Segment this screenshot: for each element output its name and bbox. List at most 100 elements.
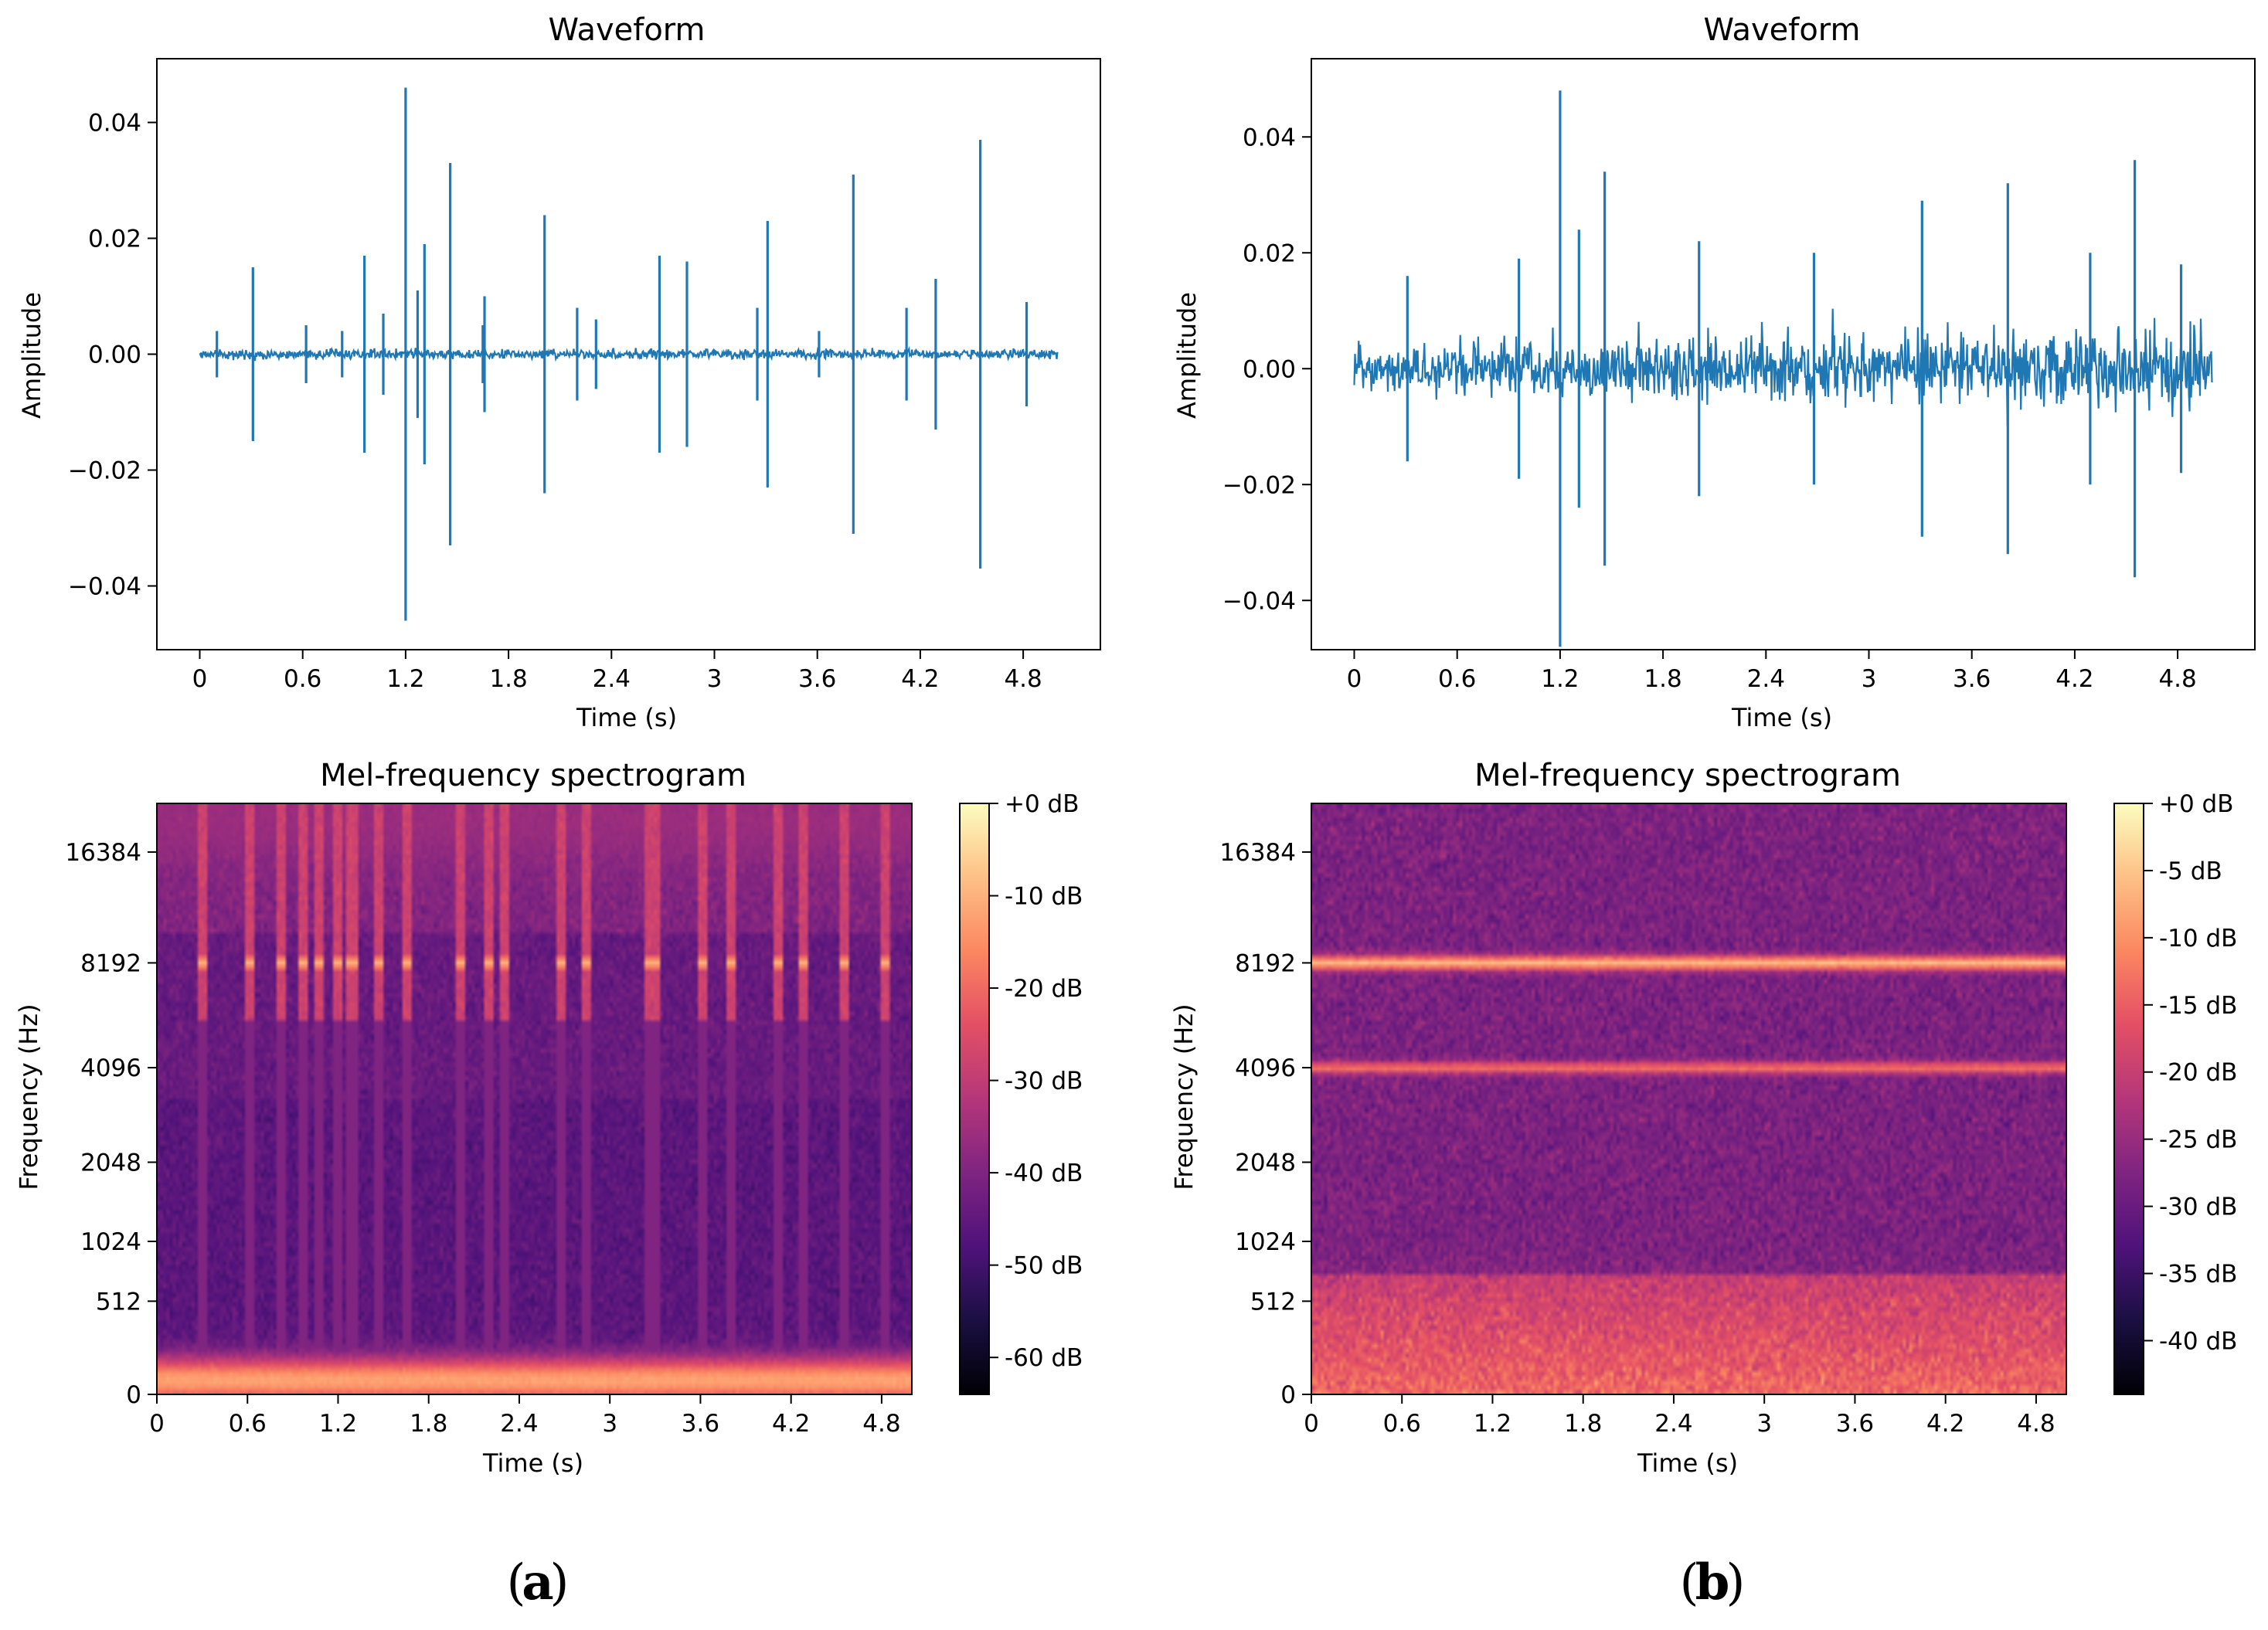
y-tick-label: 0.04 [1243,124,1296,151]
waveform-noise-line [1353,308,2213,426]
y-tick-label: 1024 [1235,1228,1296,1256]
spectrogram-b-title: Mel-frequency spectrogram [1474,758,1901,793]
x-tick-label: 0 [192,665,208,693]
colorbar-tick-label: +0 dB [1005,790,1080,818]
x-tick-label: 3.6 [798,665,836,693]
y-tick-label: 4096 [1235,1054,1296,1082]
y-tick-label: 8192 [1235,949,1296,977]
spectrogram-image [1311,803,2066,1394]
spectrogram-chart-a: Mel-frequency spectrogram Frequency (Hz)… [14,758,1083,1478]
x-tick-label: 4.8 [2017,1410,2055,1438]
panel-caption-b-label: b [1695,1554,1730,1611]
colorbar [959,803,990,1395]
x-tick-label: 2.4 [1747,665,1785,693]
y-tick-label: 0 [1280,1381,1296,1409]
x-tick-label: 0.6 [1383,1410,1421,1438]
y-tick-label: 2048 [1235,1149,1296,1177]
panel-caption-b: ( b ) [1680,1554,1746,1611]
x-tick-label: 0.6 [284,665,321,693]
colorbar-tick-label: -50 dB [1005,1252,1083,1280]
panel-caption-a-label: a [522,1554,553,1611]
colorbar-tick-label: +0 dB [2159,790,2234,818]
colorbar-tick-label: -20 dB [2159,1059,2237,1087]
y-tick-label: 0 [126,1381,141,1409]
y-tick-label: 0.00 [88,341,141,369]
spectrogram-image [157,803,912,1394]
spectrogram-b-ylabel: Frequency (Hz) [1169,1003,1199,1190]
waveform-b-xlabel: Time (s) [1731,703,1832,732]
x-tick-label: 1.8 [489,665,527,693]
spectrogram-b-xlabel: Time (s) [1637,1448,1738,1478]
colorbar-tick-label: -60 dB [1005,1344,1083,1372]
x-tick-label: 1.8 [1564,1410,1602,1438]
x-tick-label: 2.4 [593,665,631,693]
svg-text:(: ( [507,1554,526,1611]
colorbar-tick-label: -20 dB [1005,975,1083,1003]
colorbar-tick-label: -30 dB [1005,1068,1083,1095]
y-tick-label: 4096 [80,1054,141,1082]
y-tick-label: −0.04 [68,573,141,601]
y-tick-label: −0.02 [68,457,141,485]
x-tick-label: 0 [1304,1410,1319,1438]
x-tick-label: 3.6 [682,1410,719,1438]
x-tick-label: 1.2 [319,1410,357,1438]
waveform-a-title: Waveform [548,12,705,48]
x-tick-label: 0.6 [229,1410,267,1438]
y-tick-label: 512 [96,1288,141,1316]
y-tick-label: −0.04 [1222,587,1296,615]
x-tick-label: 4.8 [2158,665,2196,693]
y-tick-label: 1024 [80,1228,141,1256]
y-tick-label: 0.04 [88,110,141,138]
waveform-noise-line [199,345,1059,362]
x-tick-label: 1.8 [1644,665,1681,693]
y-tick-label: 0.02 [88,226,141,253]
colorbar-tick-label: -5 dB [2159,857,2222,885]
x-tick-label: 3.6 [1836,1410,1874,1438]
waveform-b-title: Waveform [1703,12,1860,48]
colorbar-tick-label: -10 dB [1005,883,1083,911]
colorbar [2113,803,2144,1395]
x-tick-label: 1.2 [1541,665,1579,693]
x-tick-label: 4.2 [2055,665,2093,693]
y-tick-label: −0.02 [1222,471,1296,499]
colorbar-tick-label: -40 dB [1005,1160,1083,1187]
y-tick-label: 0.00 [1243,355,1296,383]
svg-text:): ) [1726,1554,1746,1611]
x-tick-label: 2.4 [500,1410,538,1438]
colorbar-tick-label: -15 dB [2159,992,2237,1020]
spectrogram-a-xlabel: Time (s) [482,1448,583,1478]
x-tick-label: 2.4 [1654,1410,1692,1438]
y-tick-label: 16384 [65,839,141,867]
colorbar-tick-label: -10 dB [2159,925,2237,953]
x-tick-label: 3 [602,1410,617,1438]
x-tick-label: 1.2 [386,665,424,693]
x-tick-label: 4.8 [862,1410,900,1438]
x-tick-label: 4.8 [1004,665,1042,693]
spectrogram-chart-b: Mel-frequency spectrogram Frequency (Hz)… [1169,758,2237,1478]
x-tick-label: 0 [149,1410,165,1438]
y-tick-label: 16384 [1219,839,1296,867]
spectrogram-a-ylabel: Frequency (Hz) [14,1003,43,1190]
x-tick-label: 3 [707,665,723,693]
x-tick-label: 3 [1756,1410,1772,1438]
x-tick-label: 3.6 [1953,665,1991,693]
colorbar-tick-label: -40 dB [2159,1327,2237,1355]
waveform-a-xlabel: Time (s) [576,703,677,732]
y-tick-label: 8192 [80,949,141,977]
x-tick-label: 1.8 [410,1410,447,1438]
spectrogram-axes-frame [156,803,913,1395]
x-tick-label: 0 [1347,665,1362,693]
x-tick-label: 1.2 [1474,1410,1511,1438]
x-tick-label: 4.2 [901,665,939,693]
waveform-chart-a: Waveform Amplitude Time (s) 0 0.6 1.2 1.8 2.… [17,12,1101,732]
waveform-b-ylabel: Amplitude [1172,292,1202,419]
colorbar-tick-label: -25 dB [2159,1126,2237,1154]
colorbar-tick-label: -35 dB [2159,1261,2237,1289]
colorbar-tick-label: -30 dB [2159,1194,2237,1221]
y-tick-label: 0.02 [1243,239,1296,267]
svg-text:(: ( [1680,1554,1699,1611]
waveform-chart-b: Waveform Amplitude Time (s) 0 0.6 1.2 1.8 2.… [1172,12,2256,732]
x-tick-label: 4.2 [772,1410,810,1438]
panel-caption-a: ( a ) [507,1554,570,1611]
